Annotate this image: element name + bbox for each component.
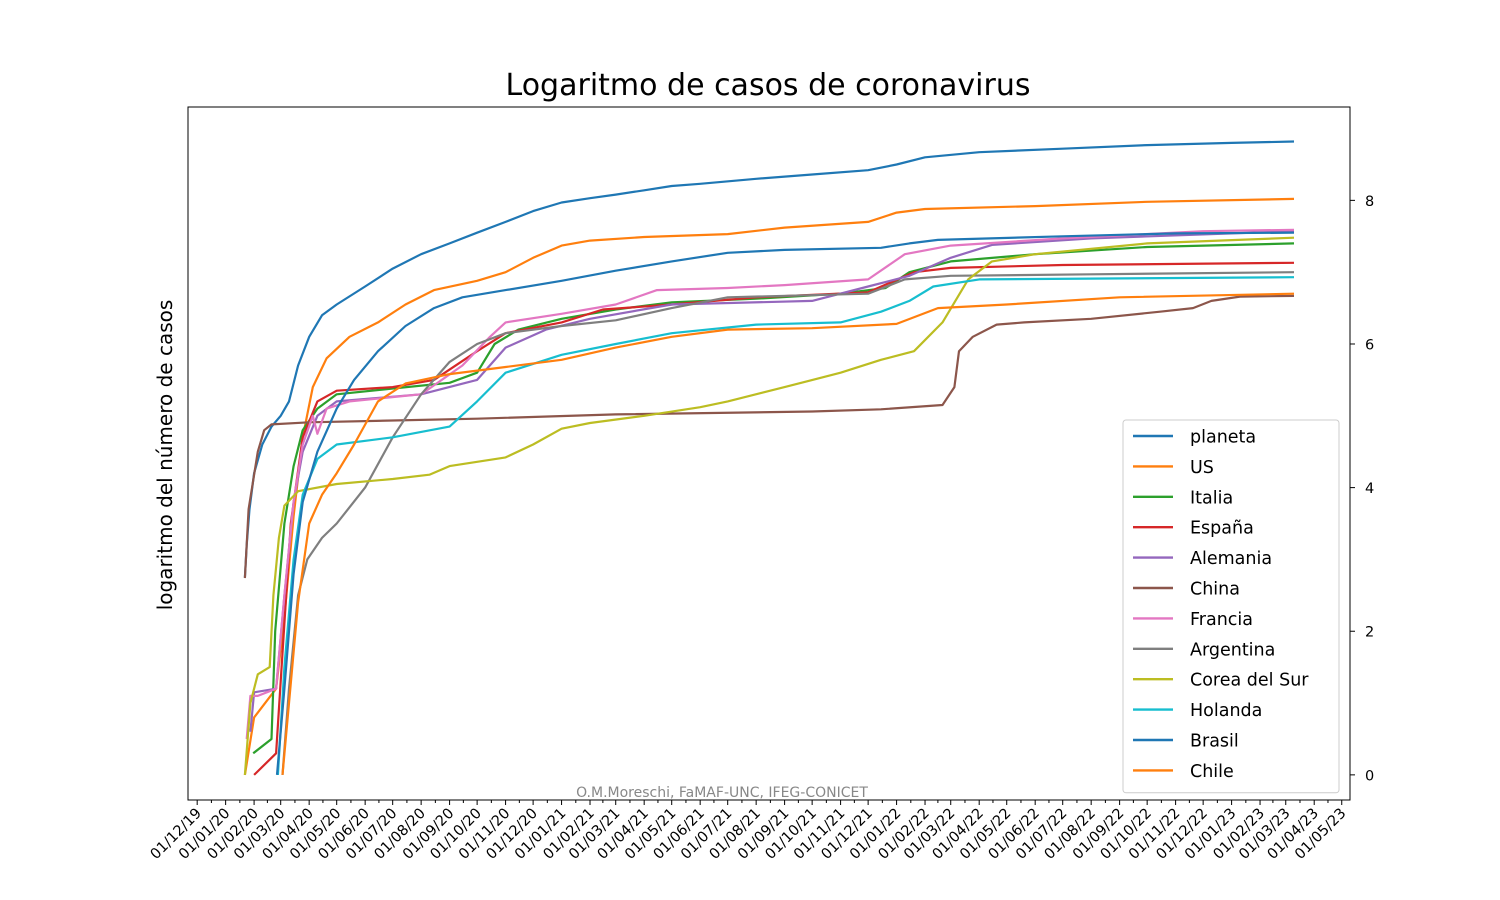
legend: planeta US Italia España Alemania China Franci… xyxy=(1122,419,1340,794)
series-layer xyxy=(243,140,1295,776)
legend-label: Italia xyxy=(1190,488,1233,508)
legend-label: Chile xyxy=(1190,762,1234,782)
y-tick-label: 8 xyxy=(1365,194,1374,210)
legend-label: Brasil xyxy=(1190,732,1239,752)
legend-label: planeta xyxy=(1190,428,1256,448)
y-tick-label: 4 xyxy=(1365,481,1374,497)
y-tick-label: 0 xyxy=(1365,768,1374,784)
y-axis-label: logaritmo del número de casos xyxy=(153,300,177,611)
chart-title: Logaritmo de casos de coronavirus xyxy=(506,68,1031,103)
legend-label: Alemania xyxy=(1190,549,1272,569)
legend-label: US xyxy=(1190,458,1214,478)
legend-label: Holanda xyxy=(1190,701,1262,721)
series-line-10 xyxy=(275,231,1295,775)
x-axis: 01/12/1901/01/2001/02/2001/03/2001/04/20… xyxy=(148,800,1350,863)
series-line-11 xyxy=(281,292,1295,775)
legend-label: Argentina xyxy=(1190,640,1275,660)
series-line-6 xyxy=(245,228,1295,740)
plot-frame xyxy=(187,106,1351,801)
legend-label: China xyxy=(1190,580,1240,600)
legend-label: Francia xyxy=(1190,610,1253,630)
y-tick-label: 2 xyxy=(1365,625,1374,641)
legend-label: Corea del Sur xyxy=(1190,671,1309,691)
y-tick-label: 6 xyxy=(1365,337,1374,353)
legend-label: España xyxy=(1190,519,1254,539)
y-axis: 0 2 4 6 8 xyxy=(1350,194,1374,784)
legend-box xyxy=(1122,419,1340,794)
series-line-5 xyxy=(243,294,1295,579)
series-line-7 xyxy=(281,271,1295,775)
series-line-0 xyxy=(243,140,1295,578)
series-line-1 xyxy=(243,197,1295,776)
series-line-2 xyxy=(252,242,1295,755)
credit-text: O.M.Moreschi, FaMAF-UNC, IFEG-CONICET xyxy=(576,785,868,801)
